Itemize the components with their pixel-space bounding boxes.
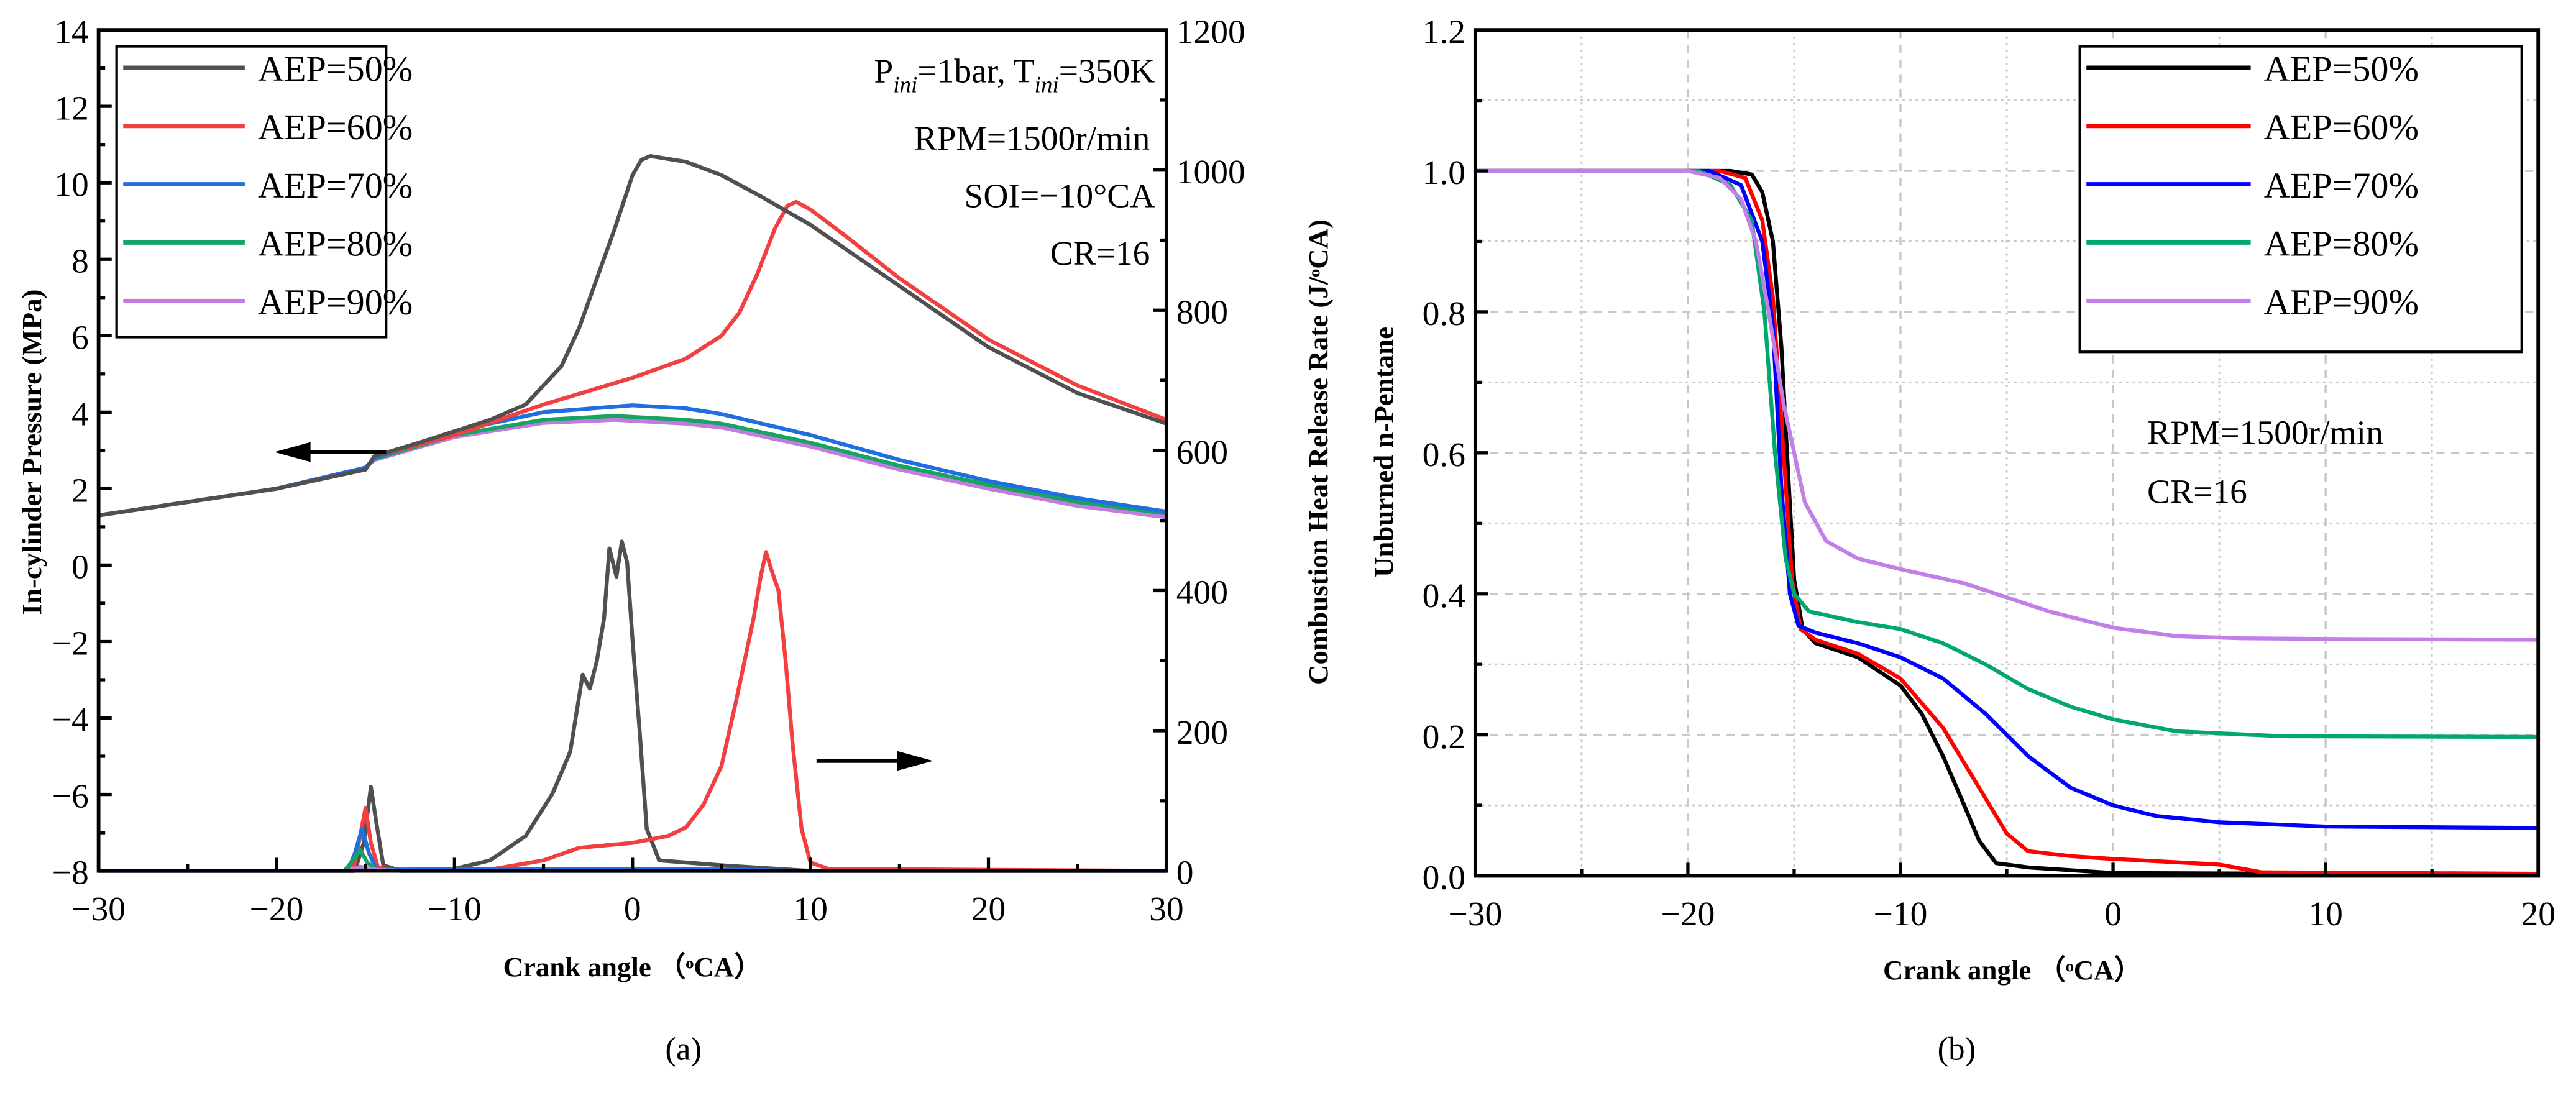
y-tick-label: 4 [71, 395, 89, 433]
legend-label: AEP=60% [2264, 107, 2419, 147]
y-tick-label: −8 [52, 854, 89, 892]
panel-label-a: (a) [665, 1031, 702, 1068]
annotation-cr: CR=16 [1050, 235, 1150, 273]
y-tick-label: 0.6 [1423, 436, 1465, 474]
legend-label: AEP=90% [2264, 281, 2419, 322]
y-tick-label: 14 [54, 13, 88, 51]
y-tick-label: −6 [52, 778, 89, 816]
y-tick-label: 0.0 [1423, 859, 1465, 897]
legend-label: AEP=60% [258, 107, 413, 147]
x-tick-label: 20 [2521, 895, 2555, 933]
y-tick-label: 2 [71, 472, 89, 510]
x-tick-label: 10 [793, 890, 828, 928]
x-tick-label: 20 [971, 890, 1006, 928]
chart-a-y-axis-title: In-cylinder Pressure (MPa) [16, 289, 47, 615]
x-tick-label: 0 [624, 890, 641, 928]
legend-box [115, 45, 388, 339]
pressure-line-AEP=90% [98, 418, 1167, 519]
chart-a: −30 −20 −10 0 10 20 30−8−6−4−20246810121402004… [16, 13, 1334, 1067]
y-tick-label: 10 [54, 166, 88, 204]
y-tick-label: −2 [52, 625, 89, 663]
annotation-rpm: RPM=1500r/min [914, 120, 1150, 158]
y-tick-label: 0.4 [1423, 577, 1465, 615]
x-tick-label: −10 [428, 890, 482, 928]
chart-b-y-axis-title: Unburned n-Pentane [1368, 327, 1400, 577]
left-arrow [274, 442, 387, 462]
annotation-initial-conditions: Pini=1bar, Tini=350K [874, 53, 1155, 98]
chart-a-y2-axis-title: Combustion Heat Release Rate (J/ᵒCA) [1303, 219, 1334, 685]
y-tick-label: 0.8 [1423, 295, 1465, 333]
y2-tick-label: 1000 [1176, 153, 1245, 191]
y-tick-label: 1.2 [1423, 13, 1465, 51]
chart-a-ticks: −30 −20 −10 0 10 20 30−8−6−4−20246810121402004… [52, 13, 1245, 928]
y-tick-label: 0.2 [1423, 718, 1465, 756]
x-tick-label: −30 [1448, 895, 1502, 933]
y2-tick-label: 600 [1176, 434, 1228, 472]
chart-a-annotations: Pini=1bar, Tini=350K RPM=1500r/min SOI=−… [874, 53, 1155, 273]
y-tick-label: 1.0 [1423, 154, 1465, 192]
panel-label-b: (b) [1938, 1031, 1976, 1068]
y-tick-label: 8 [71, 242, 89, 280]
right-arrow [816, 751, 933, 771]
y2-tick-label: 800 [1176, 293, 1228, 331]
legend-label: AEP=50% [2264, 48, 2419, 89]
chart-a-x-axis-title: Crank angle （ᵒCA） [503, 951, 762, 982]
annotation-rpm: RPM=1500r/min [2147, 414, 2383, 452]
x-tick-label: 10 [2308, 895, 2343, 933]
y2-tick-label: 1200 [1176, 13, 1245, 51]
legend-label: AEP=80% [258, 224, 413, 264]
chart-b-ticks: −30 −20 −10 0 10 20 0.0 0.2 0.4 0.6 0.8 1.0 1.2 [1423, 13, 2555, 933]
unburned-line-AEP=90% [1475, 168, 2539, 642]
hrr-line-AEP=60% [98, 550, 1167, 873]
legend-label: AEP=90% [258, 281, 413, 322]
x-tick-label: 0 [2104, 895, 2122, 933]
legend-label: AEP=50% [258, 48, 413, 89]
x-tick-label: 30 [1149, 890, 1184, 928]
y-tick-label: −4 [52, 702, 89, 739]
hrr-line-AEP=50% [98, 539, 1167, 873]
annotation-soi: SOI=−10°CA [965, 178, 1155, 216]
unburned-line-AEP=60% [1475, 168, 2539, 876]
legend-label: AEP=70% [2264, 165, 2419, 206]
unburned-line-AEP=80% [1475, 168, 2539, 739]
chart-b-legend: AEP=50% AEP=60% AEP=70% AEP=80% AEP=90% [2078, 45, 2523, 354]
y-tick-label: 0 [71, 549, 89, 587]
unburned-line-AEP=70% [1475, 168, 2539, 830]
legend-label: AEP=70% [258, 165, 413, 206]
annotation-cr: CR=16 [2147, 473, 2247, 511]
chart-b-x-axis-title: Crank angle （ᵒCA） [1883, 954, 2142, 986]
chart-a-legend: AEP=50% AEP=60% AEP=70% AEP=80% AEP=90% [115, 45, 413, 339]
chart-b: −30 −20 −10 0 10 20 0.0 0.2 0.4 0.6 0.8 1.0 1.2 AEP=… [1368, 13, 2555, 1067]
y2-tick-label: 0 [1176, 854, 1194, 892]
y2-tick-label: 400 [1176, 574, 1228, 612]
x-tick-label: −10 [1874, 895, 1928, 933]
y-tick-label: 12 [54, 89, 88, 127]
pressure-line-AEP=80% [98, 414, 1167, 518]
y2-tick-label: 200 [1176, 714, 1228, 752]
unburned-line-AEP=50% [1475, 168, 2539, 877]
y-tick-label: 6 [71, 319, 89, 357]
legend-label: AEP=80% [2264, 224, 2419, 264]
x-tick-label: −20 [250, 890, 304, 928]
x-tick-label: −20 [1661, 895, 1715, 933]
pressure-line-AEP=50% [98, 153, 1167, 518]
x-tick-label: −30 [71, 890, 126, 928]
chart-b-series [1475, 168, 2539, 877]
